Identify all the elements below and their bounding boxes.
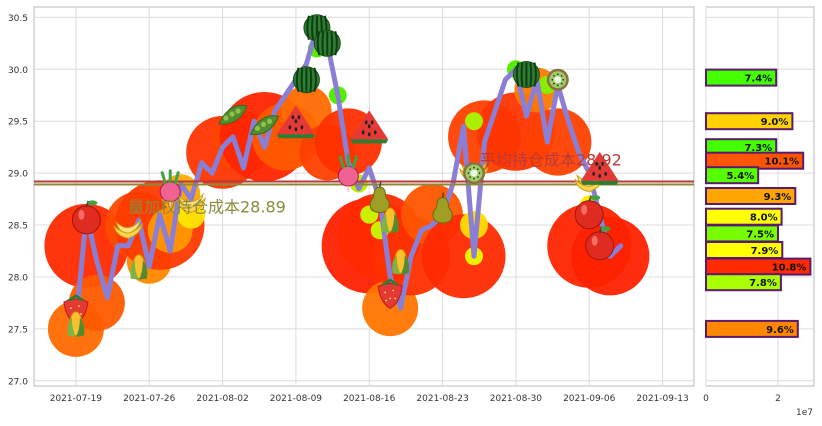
x-tick-label: 2021-08-02	[196, 394, 248, 404]
side-x-tick-label: 0	[703, 394, 709, 404]
radish-icon	[337, 153, 359, 193]
x-tick-label: 2021-08-09	[270, 394, 323, 404]
kiwi-icon	[546, 68, 569, 91]
distribution-bar	[705, 68, 778, 87]
y-tick-label: 27.5	[8, 325, 28, 335]
pear-icon	[432, 192, 453, 224]
distribution-bar-label: 9.0%	[761, 117, 789, 128]
y-tick-label: 29.5	[8, 118, 28, 128]
distribution-bar-label: 7.5%	[746, 229, 774, 240]
x-tick-label: 2021-08-23	[416, 394, 468, 404]
watermelon-slice-icon	[276, 105, 315, 139]
distribution-bar-label: 10.1%	[764, 157, 799, 168]
watermelon-slice-icon	[580, 151, 619, 185]
main-x-axis: 2021-07-19 2021-07-26 2021-08-02 2021-08-09…	[50, 394, 689, 404]
distribution-bar	[705, 319, 799, 338]
watermelon-slice-icon	[350, 110, 389, 144]
corn-icon	[392, 248, 410, 275]
distribution-bar-label: 5.4%	[726, 171, 754, 182]
main-y-axis: 27.0 27.5 28.0 28.5 29.0 29.5 30.0 30.5	[8, 14, 28, 387]
x-tick-label: 2021-07-26	[123, 394, 176, 404]
volume-bubble	[524, 108, 592, 176]
distribution-bar	[705, 166, 760, 185]
watermelon-icon	[292, 66, 320, 94]
y-tick-label: 27.0	[8, 377, 28, 387]
distribution-bar-label: 8.0%	[750, 213, 778, 224]
distribution-bar	[705, 112, 794, 131]
apple-icon	[574, 195, 604, 230]
distribution-bar-label: 9.6%	[766, 325, 794, 336]
side-bars-layer: 7.4% 9.0% 7.3% 10.1% 5.4% 9.3% 8.0% 7.5% 7.9% 10.…	[705, 68, 812, 338]
corn-icon	[67, 311, 85, 337]
annotations-layer: 量加权持仓成本28.89 平均持仓成本28.92	[128, 150, 622, 216]
volume-bubble	[460, 211, 488, 240]
radish-icon	[159, 169, 181, 208]
y-tick-label: 29.0	[8, 170, 28, 180]
watermelon-icon	[512, 61, 540, 88]
strawberry-icon	[377, 278, 403, 310]
distribution-bar-label: 7.9%	[751, 246, 779, 257]
distribution-bar-label: 7.4%	[744, 74, 772, 85]
distribution-bar-label: 10.8%	[772, 263, 807, 274]
distribution-bar-label: 7.3%	[744, 143, 772, 154]
distribution-bar	[705, 187, 797, 205]
distribution-bar-label: 9.3%	[764, 192, 792, 203]
corn-icon	[130, 254, 148, 280]
side-x-tick-label: 2	[775, 394, 781, 404]
peapod-icon	[218, 104, 248, 125]
fruit-markers-layer	[63, 14, 619, 337]
avg-cost-label: 平均持仓成本28.92	[480, 150, 622, 169]
apple-icon	[585, 226, 615, 261]
x-tick-label: 2021-09-06	[563, 394, 616, 404]
banana-icon	[176, 192, 206, 213]
banana-icon	[113, 218, 144, 239]
kiwi-icon	[463, 162, 485, 185]
side-x-scale-label: 1e7	[796, 408, 813, 418]
vwap-cost-label: 量加权持仓成本28.89	[128, 198, 286, 217]
watermelon-icon	[313, 29, 341, 57]
peapod-icon	[249, 115, 280, 136]
x-tick-label: 2021-08-30	[490, 394, 543, 404]
volume-bubble	[421, 214, 506, 299]
distribution-bar-label: 7.8%	[749, 278, 777, 289]
x-tick-label: 2021-07-19	[50, 394, 103, 404]
pear-icon	[369, 181, 390, 214]
small-marker	[465, 112, 483, 131]
apple-icon	[71, 200, 101, 235]
x-tick-label: 2021-08-16	[343, 394, 396, 404]
corn-icon	[381, 207, 399, 233]
y-tick-label: 30.5	[8, 14, 28, 24]
distribution-bar	[705, 273, 782, 292]
x-tick-label: 2021-09-13	[636, 394, 688, 404]
main-panel: 27.0 27.5 28.0 28.5 29.0 29.5 30.0 30.5 2021-07…	[8, 6, 695, 404]
y-tick-label: 30.0	[8, 66, 28, 76]
y-tick-label: 28.5	[8, 222, 28, 232]
y-tick-label: 28.0	[8, 273, 28, 283]
